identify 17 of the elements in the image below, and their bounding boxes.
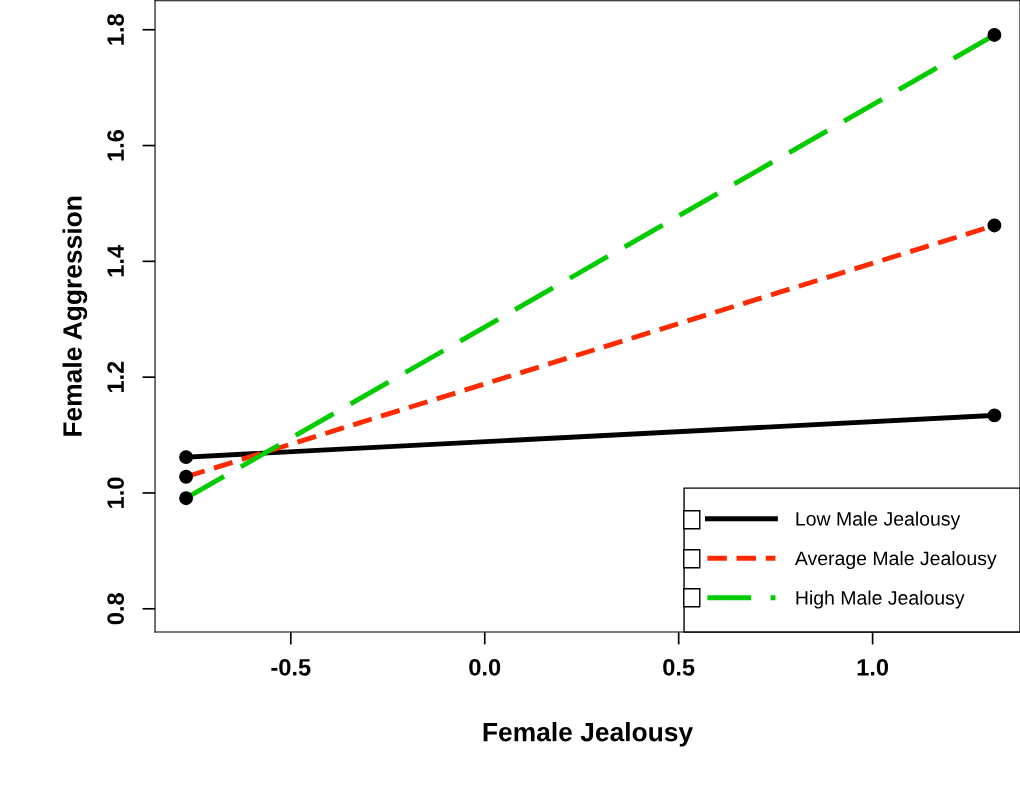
y-tick-label: 0.8	[107, 593, 124, 625]
y-tick-label: 1.0	[107, 477, 124, 508]
legend-label: High Male Jealousy	[796, 590, 965, 609]
y-axis-title: Female Aggression	[62, 196, 88, 436]
legend-label: Average Male Jealousy	[794, 550, 997, 570]
x-tick-label: -0.5	[271, 658, 311, 676]
x-axis-title: Female Jealousy	[483, 722, 693, 747]
y-tick-label: 1.6	[107, 129, 124, 161]
y-tick-label: 1.2	[107, 361, 124, 393]
x-tick-label: 0.0	[469, 658, 501, 676]
point	[179, 450, 194, 465]
y-tick-label: 1.8	[107, 14, 124, 45]
y-tick-label: 1.4	[107, 245, 124, 277]
legend-label: Low Male Jealousy	[796, 511, 961, 530]
x-tick-label: 1.0	[857, 658, 889, 676]
point	[987, 408, 1002, 423]
x-tick-label: 0.5	[663, 658, 695, 676]
